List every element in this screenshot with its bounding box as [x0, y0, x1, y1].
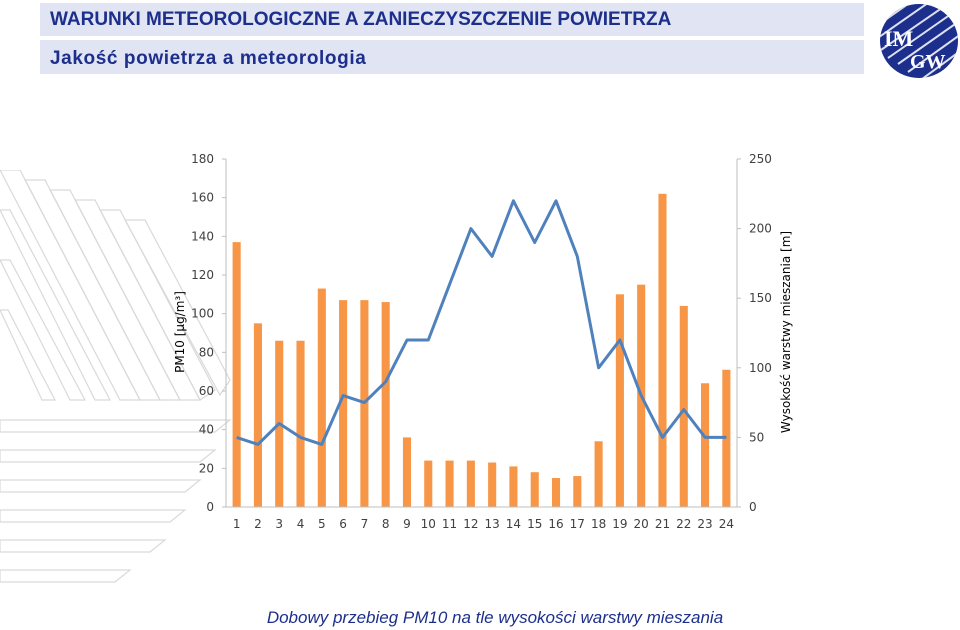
y2-tick-label: 250: [749, 152, 772, 166]
pm10-bar: [573, 476, 582, 507]
mixing-height-line: [236, 199, 727, 446]
x-tick-label: 22: [676, 517, 691, 531]
y-tick-label: 60: [199, 384, 214, 398]
pm10-bar: [701, 383, 710, 507]
chart-caption: Dobowy przebieg PM10 na tle wysokości wa…: [266, 608, 724, 627]
y-tick-label: 20: [199, 461, 214, 475]
x-tick-label: 1: [233, 517, 241, 531]
y-tick-label: 100: [191, 307, 214, 321]
pm10-bar: [232, 242, 241, 507]
x-tick-label: 9: [403, 517, 411, 531]
x-tick-label: 12: [463, 517, 478, 531]
pm10-bar: [296, 340, 305, 507]
y2-tick-label: 100: [749, 361, 772, 375]
left-axis: 0 20 40 60 80 100 120 140 160 180: [191, 152, 227, 514]
y2-tick-label: 200: [749, 222, 772, 236]
right-axis: 0 50 100 150 200 250: [736, 152, 772, 514]
pm10-bar: [615, 294, 624, 507]
pm10-bar: [381, 302, 390, 507]
pm10-bar: [317, 288, 326, 507]
pm10-bar: [551, 478, 561, 507]
y-tick-label: 120: [191, 268, 214, 282]
x-tick-label: 19: [612, 517, 627, 531]
pm10-bar: [594, 441, 603, 507]
x-tick-label: 24: [719, 517, 734, 531]
pm10-bar: [445, 460, 454, 507]
x-tick-label: 8: [382, 517, 390, 531]
pm10-bar: [253, 323, 262, 507]
pm10-bar: [509, 466, 518, 507]
x-tick-label: 6: [339, 517, 347, 531]
pm10-bar: [466, 460, 475, 507]
pm10-bar: [679, 305, 688, 507]
y2-tick-label: 0: [749, 500, 757, 514]
pm10-bar: [402, 437, 412, 507]
subtitle-band: Jakość powietrza a meteorologia: [40, 40, 864, 74]
x-tick-label: 17: [570, 517, 585, 531]
x-tick-label: 7: [361, 517, 369, 531]
pm10-bar: [488, 462, 497, 507]
y2-axis-title: Wysokość warstwy mieszania [m]: [779, 231, 793, 433]
x-tick-label: 20: [634, 517, 649, 531]
logo-text-bottom: GW: [910, 51, 946, 73]
decorative-stripes: [0, 170, 232, 583]
x-tick-label: 13: [485, 517, 500, 531]
x-tick-label: 23: [697, 517, 712, 531]
y-tick-label: 180: [191, 152, 214, 166]
x-tick-label: 18: [591, 517, 606, 531]
pm10-bar: [339, 300, 348, 507]
page-subtitle: Jakość powietrza a meteorologia: [50, 48, 367, 69]
page-title: WARUNKI METEOROLOGICZNE A ZANIECZYSZCZEN…: [50, 9, 672, 30]
x-tick-label: 5: [318, 517, 326, 531]
x-tick-label: 15: [527, 517, 542, 531]
pm10-bar: [530, 472, 539, 507]
y-tick-label: 0: [206, 500, 214, 514]
y-tick-label: 80: [199, 345, 214, 359]
imgw-logo: IM GW: [880, 4, 958, 78]
y2-tick-label: 150: [749, 291, 772, 305]
pm10-bar: [658, 193, 667, 508]
x-tick-label: 11: [442, 517, 457, 531]
logo-text-top: IM: [884, 26, 914, 51]
x-tick-label: 14: [506, 517, 521, 531]
x-tick-label: 16: [548, 517, 563, 531]
x-tick-label: 10: [421, 517, 436, 531]
y-tick-label: 40: [199, 423, 214, 437]
x-axis-ticks: 1 2 3 4 5 6 7 8 9 10 11 12 13 14 15 16 17 18 19 20 21 22 23 24: [226, 506, 737, 531]
mixing-height-line-group: [236, 199, 727, 446]
y2-tick-label: 50: [749, 430, 764, 444]
y-tick-label: 140: [191, 229, 214, 243]
y-axis-title: PM10 [µg/m³]: [173, 291, 187, 373]
title-band: WARUNKI METEOROLOGICZNE A ZANIECZYSZCZEN…: [40, 3, 864, 36]
x-tick-label: 21: [655, 517, 670, 531]
y-tick-label: 160: [191, 191, 214, 205]
pm10-bar: [424, 460, 433, 507]
x-tick-label: 2: [254, 517, 262, 531]
x-tick-label: 3: [275, 517, 283, 531]
x-tick-label: 4: [297, 517, 305, 531]
